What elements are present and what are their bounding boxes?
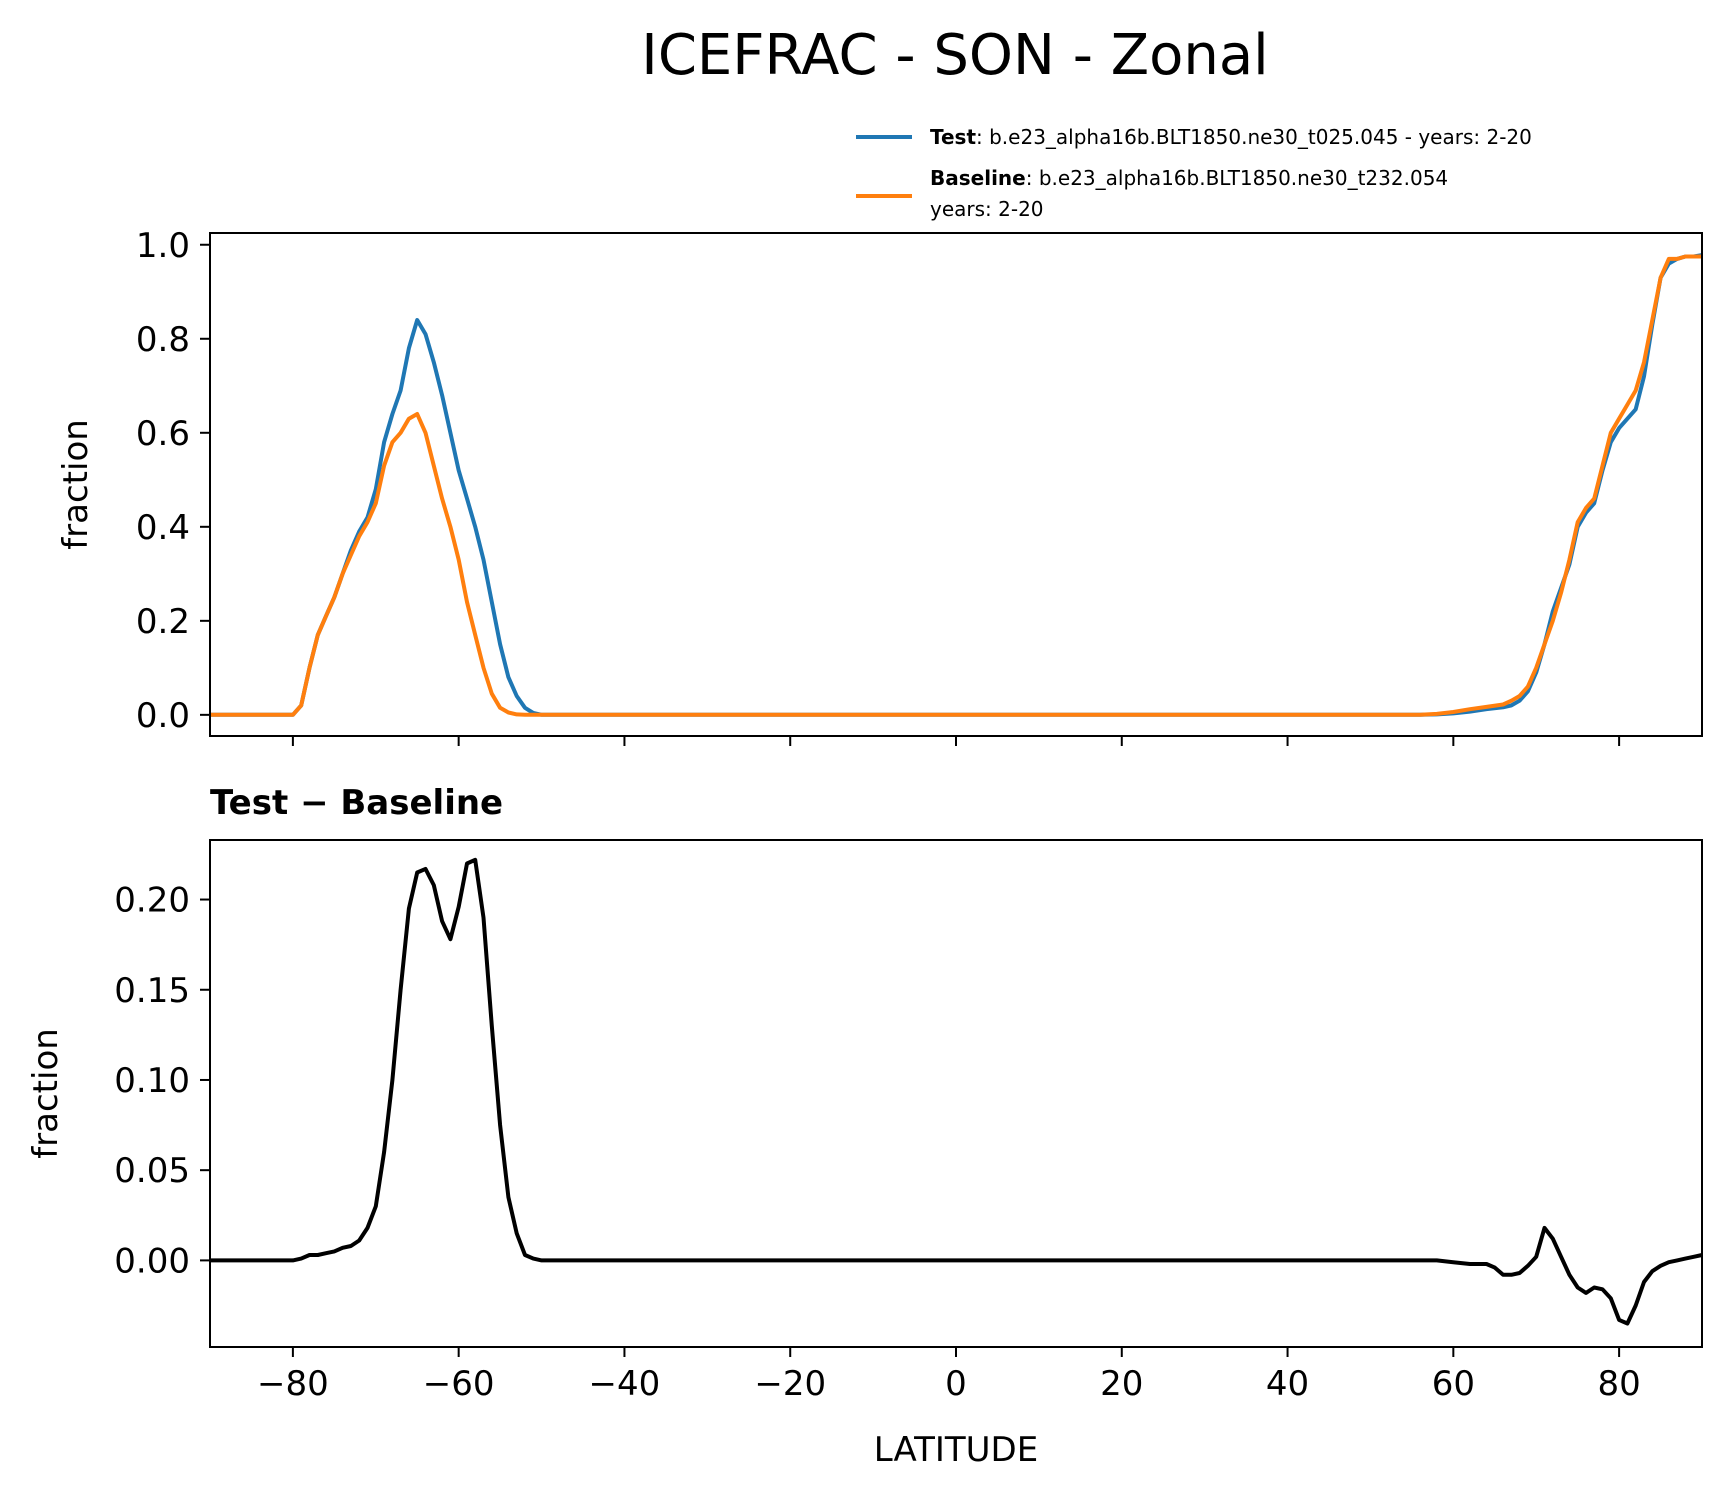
bottom-x-tick-label: 20: [1100, 1364, 1143, 1404]
bottom-y-tick-label: 0.00: [114, 1241, 190, 1281]
bottom-plot-area: [210, 857, 1703, 1326]
bottom-x-tick-label: −60: [423, 1364, 495, 1404]
bottom-y-tick-label: 0.05: [114, 1151, 190, 1191]
top-y-tick-label: 1.0: [136, 226, 190, 266]
legend-baseline-entry: Baseline: b.e23_alpha16b.BLT1850.ne30_t2…: [930, 166, 1448, 190]
bottom-x-tick-label: 60: [1432, 1364, 1475, 1404]
bottom-x-tick-label: 0: [945, 1364, 967, 1404]
bottom-y-ticks: 0.00 0.05 0.10 0.15 0.20: [114, 881, 210, 1281]
top-y-axis-label: fraction: [56, 419, 96, 550]
top-x-ticks: [291, 736, 1621, 746]
bottom-x-tick-label: −80: [257, 1364, 329, 1404]
top-y-tick-label: 0.6: [136, 414, 190, 454]
top-series-baseline: [210, 254, 1702, 717]
bottom-axes-frame: [209, 839, 1703, 1348]
bottom-panel: Test − Baseline −80 −60 −40 −20 0 20 40 60 80 0.…: [26, 783, 1703, 1470]
bottom-series-test-baseline: [210, 857, 1703, 1326]
top-y-ticks: 0.0 0.2 0.4 0.6 0.8 1.0: [136, 226, 210, 736]
bottom-x-ticks: −80 −60 −40 −20 0 20 40 60 80: [257, 1347, 1641, 1404]
legend-baseline-text: : b.e23_alpha16b.BLT1850.ne30_t232.054: [1026, 166, 1448, 190]
legend-baseline-text-line2: years: 2-20: [930, 197, 1044, 221]
top-y-tick-label: 0.4: [136, 508, 190, 548]
bottom-x-tick-label: −40: [589, 1364, 661, 1404]
top-y-tick-label: 0.0: [136, 696, 190, 736]
x-axis-label: LATITUDE: [874, 1430, 1038, 1470]
bottom-panel-title: Test − Baseline: [210, 783, 503, 823]
figure-title: ICEFRAC - SON - Zonal: [641, 23, 1268, 88]
legend-test-entry: Test: b.e23_alpha16b.BLT1850.ne30_t025.0…: [930, 125, 1532, 149]
bottom-x-tick-label: −20: [754, 1364, 826, 1404]
legend-test-name: Test: [930, 125, 976, 149]
legend: Test: b.e23_alpha16b.BLT1850.ne30_t025.0…: [856, 125, 1532, 221]
top-y-tick-label: 0.2: [136, 602, 190, 642]
bottom-y-tick-label: 0.10: [114, 1061, 190, 1101]
top-panel: 0.0 0.2 0.4 0.6 0.8 1.0 fraction: [56, 226, 1703, 746]
top-y-tick-label: 0.8: [136, 320, 190, 360]
top-plot-area: [210, 253, 1703, 717]
bottom-y-tick-label: 0.15: [114, 971, 190, 1011]
legend-test-text: : b.e23_alpha16b.BLT1850.ne30_t025.045 -…: [976, 125, 1532, 149]
top-axes-frame: [209, 232, 1703, 737]
bottom-y-tick-label: 0.20: [114, 881, 190, 921]
bottom-x-tick-label: 80: [1597, 1364, 1640, 1404]
bottom-x-tick-label: 40: [1266, 1364, 1309, 1404]
legend-baseline-name: Baseline: [930, 166, 1026, 190]
bottom-y-axis-label: fraction: [26, 1028, 66, 1159]
